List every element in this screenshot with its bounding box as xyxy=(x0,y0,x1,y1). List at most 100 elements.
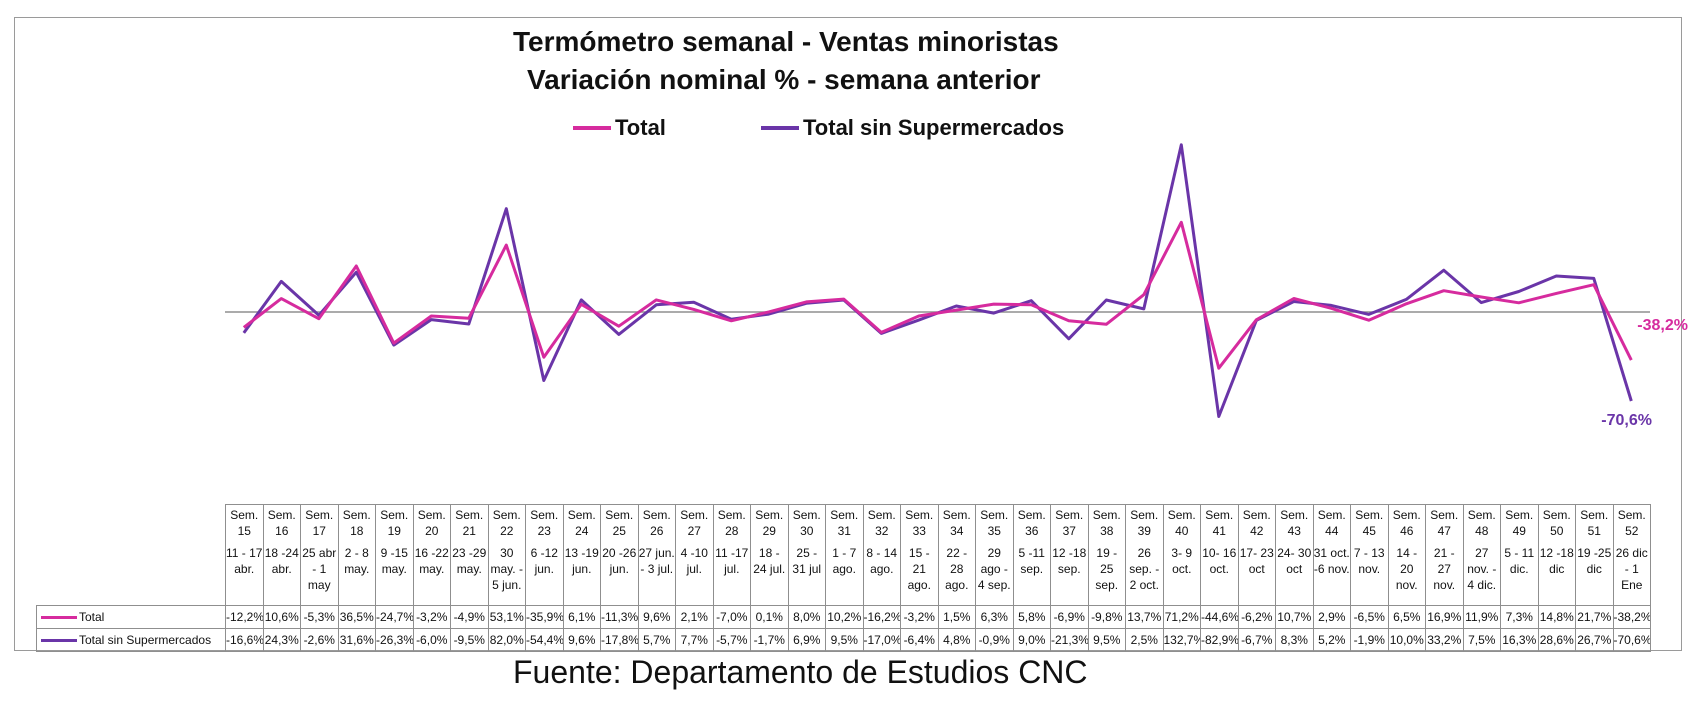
end-label-total-sin-supermercados: -70,6% xyxy=(1601,412,1652,429)
category-date-label: 1 - 7 ago. xyxy=(832,546,857,576)
category-header: Sem. 41 10- 16 oct. xyxy=(1200,504,1239,606)
category-date-label: 24- 30 oct xyxy=(1277,546,1312,576)
category-date-label: 20 -26 jun. xyxy=(602,546,637,576)
data-cell: -5,3% xyxy=(300,605,339,629)
row-legend-swatch xyxy=(41,616,77,620)
category-week-label: Sem. 19 xyxy=(380,508,409,538)
category-week-label: Sem. 46 xyxy=(1392,508,1421,538)
data-cell: -9,5% xyxy=(450,628,489,652)
data-cell: 9,5% xyxy=(825,628,864,652)
category-date-label: 6 -12 jun. xyxy=(530,546,558,576)
category-header: Sem. 34 22 - 28 ago. xyxy=(937,504,976,606)
data-cell: 9,6% xyxy=(562,628,601,652)
category-header: Sem. 44 31 oct. -6 nov. xyxy=(1312,504,1351,606)
data-cell: -6,5% xyxy=(1350,605,1389,629)
category-week-label: Sem. 36 xyxy=(1017,508,1046,538)
category-date-label: 12 -18 dic xyxy=(1539,546,1574,576)
category-week-label: Sem. 24 xyxy=(567,508,596,538)
category-header: Sem. 51 19 -25 dic xyxy=(1575,504,1614,606)
category-header: Sem. 39 26 sep. - 2 oct. xyxy=(1125,504,1164,606)
data-cell: -44,6% xyxy=(1200,605,1239,629)
data-cell: -2,6% xyxy=(300,628,339,652)
category-week-label: Sem. 31 xyxy=(830,508,859,538)
data-cell: -38,2% xyxy=(1612,605,1651,629)
category-header: Sem. 24 13 -19 jun. xyxy=(562,504,601,606)
data-cell: 0,1% xyxy=(750,605,789,629)
data-cell: 9,5% xyxy=(1087,628,1126,652)
category-header: Sem. 15 11 - 17 abr. xyxy=(225,504,264,606)
data-cell: -5,7% xyxy=(712,628,751,652)
row-series-name: Total xyxy=(79,610,105,624)
data-cell: 7,7% xyxy=(675,628,714,652)
data-table: Sem. 15 11 - 17 abr. Sem. 16 18 -24 abr. Sem… xyxy=(36,504,1651,652)
data-cell: 33,2% xyxy=(1425,628,1464,652)
category-date-label: 18 -24 abr. xyxy=(264,546,299,576)
category-date-label: 8 - 14 ago. xyxy=(866,546,898,576)
category-week-label: Sem. 35 xyxy=(980,508,1009,538)
category-week-label: Sem. 18 xyxy=(342,508,371,538)
category-date-label: 4 -10 jul. xyxy=(680,546,708,576)
category-date-label: 5 -11 sep. xyxy=(1018,546,1045,576)
category-week-label: Sem. 42 xyxy=(1242,508,1271,538)
category-date-label: 10- 16 oct. xyxy=(1202,546,1237,576)
data-cell: -6,4% xyxy=(900,628,939,652)
category-header: Sem. 36 5 -11 sep. xyxy=(1012,504,1051,606)
category-week-label: Sem. 26 xyxy=(642,508,671,538)
data-cell: -6,2% xyxy=(1237,605,1276,629)
category-date-label: 27 nov. - 4 dic. xyxy=(1467,546,1497,592)
data-cell: -11,3% xyxy=(600,605,639,629)
legend-label-sin-super: Total sin Supermercados xyxy=(803,115,1065,140)
data-cell: 5,7% xyxy=(637,628,676,652)
data-cell: -3,2% xyxy=(900,605,939,629)
source-note: Fuente: Departamento de Estudios CNC xyxy=(513,654,1088,690)
category-header: Sem. 49 5 - 11 dic. xyxy=(1500,504,1539,606)
legend-swatch-sin-super xyxy=(761,126,799,130)
category-date-label: 19 -25 dic xyxy=(1577,546,1612,576)
category-header: Sem. 32 8 - 14 ago. xyxy=(862,504,901,606)
data-cell: -0,9% xyxy=(975,628,1014,652)
category-header: Sem. 48 27 nov. - 4 dic. xyxy=(1462,504,1501,606)
row-series-name: Total sin Supermercados xyxy=(79,633,212,647)
table-row: Total sin Supermercados -16,6% 24,3% -2,6% 3… xyxy=(36,628,1651,652)
data-cell: -16,2% xyxy=(862,605,901,629)
data-cell: 5,8% xyxy=(1012,605,1051,629)
category-date-label: 31 oct. -6 nov. xyxy=(1313,546,1350,576)
data-cell: 2,1% xyxy=(675,605,714,629)
category-week-label: Sem. 20 xyxy=(417,508,446,538)
category-header: Sem. 33 15 - 21 ago. xyxy=(900,504,939,606)
category-header: Sem. 21 23 -29 may. xyxy=(450,504,489,606)
category-header: Sem. 45 7 - 13 nov. xyxy=(1350,504,1389,606)
data-cell: 10,6% xyxy=(262,605,301,629)
data-cell: 82,0% xyxy=(487,628,526,652)
data-cell: 9,0% xyxy=(1012,628,1051,652)
data-cell: 6,5% xyxy=(1387,605,1426,629)
data-cell: -12,2% xyxy=(225,605,264,629)
category-date-label: 19 - 25 sep. xyxy=(1095,546,1119,592)
category-header: Sem. 27 4 -10 jul. xyxy=(675,504,714,606)
data-cell: -6,9% xyxy=(1050,605,1089,629)
category-header: Sem. 23 6 -12 jun. xyxy=(525,504,564,606)
category-week-label: Sem. 51 xyxy=(1580,508,1609,538)
category-header: Sem. 18 2 - 8 may. xyxy=(337,504,376,606)
category-date-label: 12 -18 sep. xyxy=(1052,546,1087,576)
data-cell: 53,1% xyxy=(487,605,526,629)
category-week-label: Sem. 15 xyxy=(230,508,259,538)
data-cell: 71,2% xyxy=(1162,605,1201,629)
category-week-label: Sem. 33 xyxy=(905,508,934,538)
category-header: Sem. 43 24- 30 oct xyxy=(1275,504,1314,606)
data-cell: -4,9% xyxy=(450,605,489,629)
data-cell: 6,3% xyxy=(975,605,1014,629)
data-cell: 16,9% xyxy=(1425,605,1464,629)
category-header: Sem. 31 1 - 7 ago. xyxy=(825,504,864,606)
category-header: Sem. 16 18 -24 abr. xyxy=(262,504,301,606)
data-cell: 21,7% xyxy=(1575,605,1614,629)
category-header: Sem. 20 16 -22 may. xyxy=(412,504,451,606)
row-label: Total sin Supermercados xyxy=(36,628,226,652)
chart-title: Termómetro semanal - Ventas minoristas xyxy=(513,26,1059,57)
category-date-label: 11 -17 jul. xyxy=(715,546,749,576)
data-cell: -6,0% xyxy=(412,628,451,652)
category-date-label: 29 ago - 4 sep. xyxy=(977,546,1011,592)
category-date-label: 16 -22 may. xyxy=(414,546,449,576)
data-cell: 6,9% xyxy=(787,628,826,652)
